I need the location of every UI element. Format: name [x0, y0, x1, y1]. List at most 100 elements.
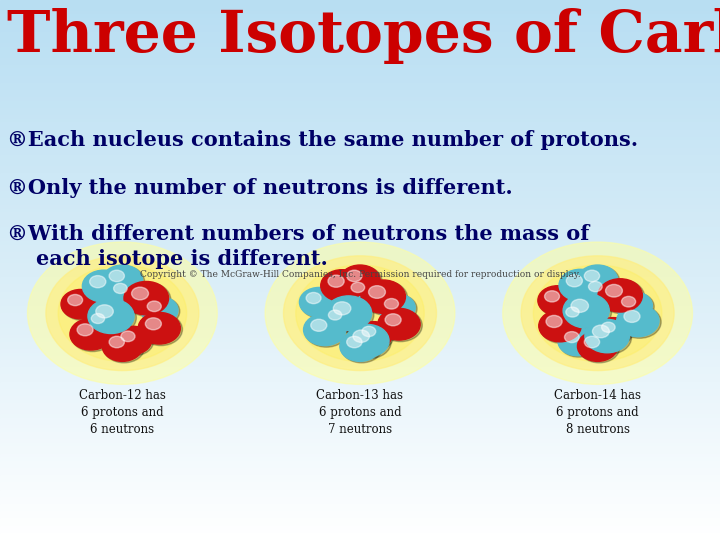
Circle shape	[347, 336, 362, 348]
Bar	[0, 475, 720, 479]
Bar	[0, 104, 720, 108]
Circle shape	[104, 266, 145, 297]
Bar	[0, 353, 720, 356]
Bar	[0, 130, 720, 133]
Circle shape	[624, 310, 640, 322]
Circle shape	[61, 289, 100, 319]
Circle shape	[617, 305, 659, 337]
Circle shape	[46, 256, 199, 370]
Circle shape	[306, 293, 321, 303]
Bar	[0, 313, 720, 317]
Circle shape	[346, 279, 382, 306]
Circle shape	[593, 325, 609, 338]
Bar	[0, 396, 720, 400]
Bar	[0, 447, 720, 450]
Circle shape	[88, 299, 134, 334]
Circle shape	[597, 319, 633, 346]
Circle shape	[618, 306, 661, 338]
Circle shape	[104, 332, 145, 363]
Circle shape	[58, 265, 186, 361]
Circle shape	[588, 281, 602, 292]
Bar	[0, 277, 720, 281]
Bar	[0, 191, 720, 194]
Circle shape	[579, 266, 620, 297]
Bar	[0, 50, 720, 54]
Bar	[0, 417, 720, 421]
Circle shape	[124, 281, 168, 315]
Bar	[0, 410, 720, 414]
Bar	[0, 61, 720, 65]
Bar	[0, 97, 720, 101]
Text: Carbon-14 has
6 protons and
8 neutrons: Carbon-14 has 6 protons and 8 neutrons	[554, 389, 641, 436]
Bar	[0, 83, 720, 86]
Circle shape	[560, 302, 595, 329]
Circle shape	[378, 294, 415, 322]
Bar	[0, 194, 720, 198]
Circle shape	[379, 295, 417, 323]
Circle shape	[601, 322, 615, 332]
Bar	[0, 18, 720, 22]
Bar	[0, 86, 720, 90]
Bar	[0, 187, 720, 191]
Bar	[0, 371, 720, 374]
Circle shape	[327, 297, 374, 332]
Bar	[0, 450, 720, 454]
Bar	[0, 317, 720, 320]
Bar	[0, 522, 720, 525]
Circle shape	[132, 287, 148, 300]
Circle shape	[566, 307, 579, 317]
Circle shape	[582, 277, 618, 304]
Bar	[0, 212, 720, 216]
Bar	[0, 112, 720, 115]
Circle shape	[333, 302, 351, 315]
Bar	[0, 241, 720, 245]
Bar	[0, 479, 720, 482]
Bar	[0, 43, 720, 47]
Bar	[0, 162, 720, 166]
Bar	[0, 295, 720, 299]
Bar	[0, 331, 720, 335]
Circle shape	[384, 299, 398, 309]
Text: Carbon-12 has
6 protons and
6 neutrons: Carbon-12 has 6 protons and 6 neutrons	[79, 389, 166, 436]
Bar	[0, 486, 720, 490]
Circle shape	[357, 322, 394, 350]
Circle shape	[323, 306, 359, 333]
Bar	[0, 292, 720, 295]
Circle shape	[70, 319, 112, 350]
Circle shape	[142, 297, 180, 326]
Bar	[0, 490, 720, 493]
Text: Copyright © The McGraw-Hill Companies, Inc. Permission required for reproduction: Copyright © The McGraw-Hill Companies, I…	[140, 270, 580, 279]
Circle shape	[585, 270, 600, 282]
Circle shape	[62, 291, 102, 320]
Bar	[0, 382, 720, 385]
Bar	[0, 536, 720, 540]
Bar	[0, 177, 720, 180]
Circle shape	[566, 275, 582, 287]
Bar	[0, 90, 720, 93]
Bar	[0, 504, 720, 508]
Bar	[0, 443, 720, 447]
Circle shape	[125, 282, 171, 316]
Circle shape	[538, 286, 577, 315]
Bar	[0, 464, 720, 468]
Circle shape	[621, 296, 636, 307]
Circle shape	[77, 324, 93, 336]
Circle shape	[564, 294, 611, 330]
Bar	[0, 147, 720, 151]
Bar	[0, 428, 720, 432]
Circle shape	[102, 265, 143, 295]
Bar	[0, 306, 720, 309]
Circle shape	[328, 310, 342, 320]
Bar	[0, 227, 720, 231]
Circle shape	[27, 242, 217, 384]
Bar	[0, 400, 720, 403]
Circle shape	[579, 332, 620, 363]
Circle shape	[540, 311, 583, 343]
Bar	[0, 421, 720, 425]
Bar	[0, 76, 720, 79]
Circle shape	[546, 315, 562, 327]
Text: Carbon-13 has
6 protons and
7 neutrons: Carbon-13 has 6 protons and 7 neutrons	[317, 389, 403, 436]
Bar	[0, 54, 720, 58]
Circle shape	[86, 310, 122, 337]
Circle shape	[85, 309, 120, 335]
